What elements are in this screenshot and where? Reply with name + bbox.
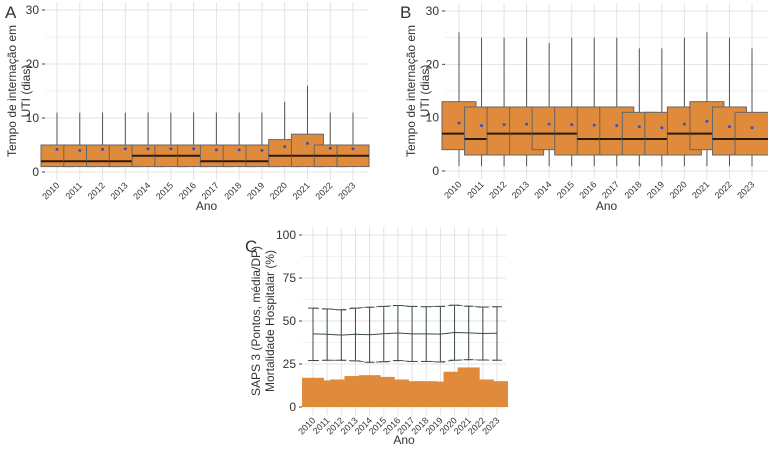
panel-label: A — [5, 3, 17, 22]
panel-C: C025507510020102011201220132014201520162… — [245, 227, 508, 447]
mean-point — [457, 121, 461, 125]
y-axis-label-line: Tempo de internação em — [404, 25, 418, 157]
mean-point — [525, 122, 529, 126]
box-2023 — [734, 48, 768, 167]
y-tick-label: 10 — [26, 111, 40, 125]
mean-point — [660, 126, 664, 130]
box-2023 — [336, 112, 370, 168]
mean-point — [283, 145, 287, 149]
mean-point — [351, 147, 355, 151]
mean-point — [502, 123, 506, 127]
x-tick-label: 2015 — [154, 180, 175, 201]
bar-2023 — [486, 381, 508, 407]
x-axis-label: Ano — [393, 433, 415, 447]
panel-B: B 0 10 20 30 2010 2011 2012 2013 2014 2015 2016 2017… — [400, 3, 768, 213]
mean-point — [547, 122, 551, 126]
y-tick-label: 75 — [283, 271, 297, 285]
mean-point — [727, 125, 731, 129]
panel-label: B — [400, 3, 411, 22]
x-tick-label: 2023 — [735, 179, 756, 200]
mean-point — [480, 124, 484, 128]
box-iqr — [734, 111, 768, 156]
y-tick-label: 0 — [289, 400, 296, 414]
mean-point — [78, 148, 82, 152]
y-tick-label: 20 — [26, 57, 40, 71]
y-axis-label: Tempo de internação emUTI (dias) — [404, 25, 432, 157]
mean-point — [750, 126, 754, 130]
mean-point — [328, 146, 332, 150]
box-2021 — [290, 85, 324, 168]
x-tick-label: 2022 — [713, 179, 734, 200]
y-tick-label: 0 — [32, 165, 39, 179]
mean-point — [682, 122, 686, 126]
y-axis-label-line: SAPS 3 (Pontos, média/DP) — [249, 246, 263, 396]
y-tick-label: 25 — [283, 357, 297, 371]
mean-point — [615, 124, 619, 128]
x-tick-label: 2019 — [245, 180, 266, 201]
x-tick-label: 2021 — [291, 180, 312, 201]
y-tick-label: 100 — [276, 228, 296, 242]
x-tick-label: 2020 — [268, 180, 289, 201]
y-tick-label: 50 — [283, 314, 297, 328]
x-tick-label: 2011 — [465, 179, 486, 200]
mean-point — [570, 123, 574, 127]
x-tick-label: 2018 — [222, 180, 243, 201]
y-tick-label: 30 — [426, 4, 440, 18]
y-axis-label-line: UTI (dias) — [19, 65, 33, 118]
mean-point — [146, 147, 150, 151]
y-axis-label: SAPS 3 (Pontos, média/DP)Mortalidade Hos… — [249, 246, 277, 396]
mean-point — [169, 147, 173, 151]
x-tick-label: 2019 — [645, 179, 666, 200]
x-tick-label: 2010 — [442, 179, 463, 200]
x-tick-label: 2021 — [690, 179, 711, 200]
y-axis-label-line: Tempo de internação em — [5, 25, 19, 157]
x-tick-label: 2014 — [131, 180, 152, 201]
x-tick-label: 2015 — [555, 179, 576, 200]
mean-point — [214, 148, 218, 152]
y-axis-label-line: Mortalidade Hospitalar (%) — [263, 250, 277, 392]
x-tick-label: 2010 — [40, 180, 61, 201]
y-tick-label: 10 — [426, 111, 440, 125]
mean-point — [305, 141, 309, 145]
x-tick-label: 2011 — [63, 180, 84, 201]
x-tick-label: 2013 — [108, 180, 129, 201]
mean-point — [123, 147, 127, 151]
x-tick-label: 2016 — [577, 179, 598, 200]
mean-point — [237, 148, 241, 152]
mean-line — [312, 332, 498, 336]
x-tick-label: 2012 — [487, 179, 508, 200]
y-axis-label-line: UTI (dias) — [418, 65, 432, 118]
y-tick-label: 0 — [432, 164, 439, 178]
y-axis-label: Tempo de internação emUTI (dias) — [5, 25, 33, 157]
x-tick-label: 2012 — [86, 180, 107, 201]
x-tick-label: 2014 — [532, 179, 553, 200]
x-tick-label: 2023 — [336, 180, 357, 201]
y-tick-label: 30 — [26, 3, 40, 17]
mean-point — [101, 147, 105, 151]
x-axis-label: Ano — [196, 199, 218, 213]
x-tick-label: 2018 — [622, 179, 643, 200]
x-tick-label: 2013 — [510, 179, 531, 200]
mean-point — [637, 125, 641, 129]
mean-point — [55, 147, 59, 151]
x-tick-label: 2022 — [313, 180, 334, 201]
mean-point — [192, 147, 196, 151]
panel-label: C — [245, 237, 257, 256]
x-tick-label: 2020 — [668, 179, 689, 200]
x-tick-label: 2017 — [600, 179, 621, 200]
mean-point — [705, 119, 709, 123]
x-axis-label: Ano — [596, 199, 618, 213]
y-tick-label: 20 — [426, 57, 440, 71]
mean-point — [592, 123, 596, 127]
mean-point — [260, 148, 264, 152]
